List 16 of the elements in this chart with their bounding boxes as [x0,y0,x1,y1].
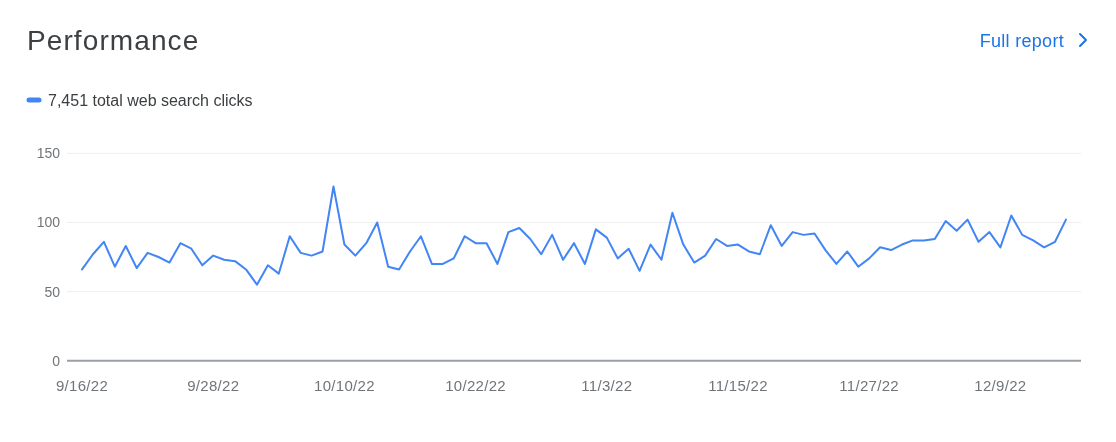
line-series [81,185,1067,286]
x-tick-label: 9/28/22 [187,377,240,394]
y-tick-label: 100 [36,214,61,231]
x-tick-label: 9/16/22 [55,377,109,394]
legend-label: 7,451 total web search clicks [48,91,253,109]
y-tick-label: 0 [52,352,61,369]
y-tick-label: 50 [44,283,61,300]
x-tick-label: 10/22/22 [445,377,506,394]
x-tick-label: 10/10/22 [314,377,375,394]
x-tick-label: 11/27/22 [839,377,900,394]
x-tick-label: 12/9/22 [974,377,1027,394]
x-tick-label: 11/3/22 [581,377,633,394]
text: Full report [979,31,1064,51]
x-tick-label: 11/15/22 [708,377,768,394]
chart-title: Performance [27,25,200,56]
y-tick-label: 150 [36,145,61,162]
